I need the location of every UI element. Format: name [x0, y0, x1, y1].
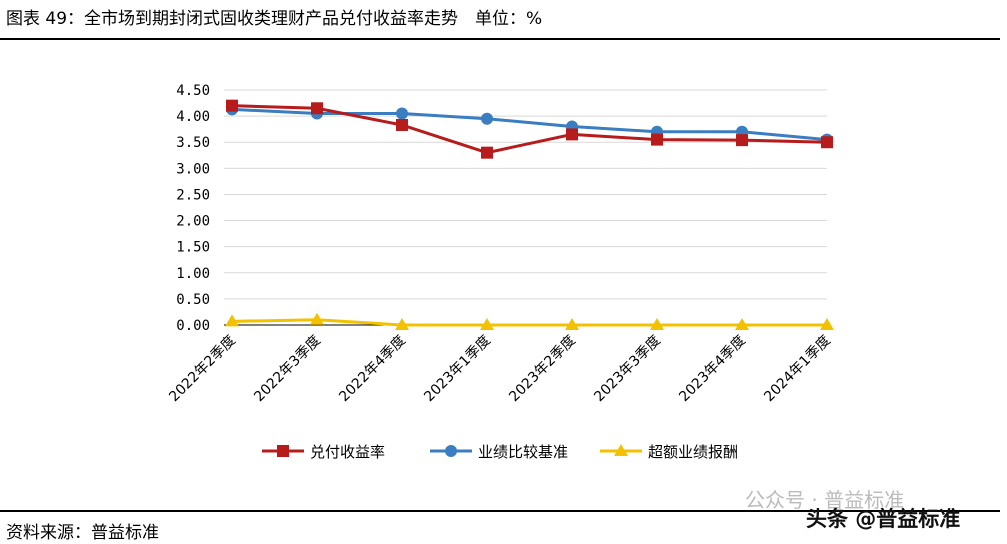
x-tick-label: 2023年4季度 [676, 333, 749, 406]
data-point [396, 107, 408, 120]
legend-label: 兑付收益率 [310, 443, 385, 461]
data-point [565, 318, 579, 330]
source-note: 资料来源：普益标准 [6, 523, 159, 543]
data-point [821, 136, 833, 149]
toutiao-watermark: 头条 @普益标准 [806, 507, 961, 531]
data-point [735, 318, 749, 330]
data-point [651, 133, 663, 146]
x-tick-label: 2024年1季度 [761, 333, 834, 406]
y-tick-label: 0.50 [176, 292, 210, 308]
series-line-0 [231, 104, 828, 155]
y-tick-label: 4.50 [176, 83, 210, 99]
x-tick-label: 2022年3季度 [251, 333, 324, 406]
x-tick-label: 2023年1季度 [421, 333, 494, 406]
y-tick-label: 2.50 [176, 187, 210, 203]
data-point [650, 318, 664, 330]
data-point [820, 318, 834, 330]
data-point [566, 128, 578, 141]
x-tick-label: 2023年3季度 [591, 333, 664, 406]
y-tick-label: 0.00 [176, 318, 210, 334]
chart-title: 图表 49：全市场到期封闭式固收类理财产品兑付收益率走势 单位：% [6, 9, 543, 29]
legend-label: 超额业绩报酬 [648, 443, 738, 461]
series-line-1 [231, 107, 828, 142]
data-point [395, 318, 409, 330]
data-point [226, 99, 238, 112]
data-point [225, 314, 239, 327]
y-tick-label: 3.50 [176, 135, 210, 151]
data-point [481, 112, 493, 125]
y-tick-label: 2.00 [176, 214, 210, 230]
x-tick-label: 2023年2季度 [506, 333, 579, 406]
legend-marker [614, 444, 628, 456]
data-point [311, 102, 323, 115]
legend-marker [277, 445, 289, 457]
x-tick-label: 2022年2季度 [166, 333, 239, 406]
legend-label: 业绩比较基准 [478, 443, 568, 461]
data-point [481, 146, 493, 159]
x-tick-label: 2022年4季度 [336, 333, 409, 406]
series-line-2 [231, 318, 827, 327]
y-tick-label: 3.00 [176, 161, 210, 177]
bottom-divider [0, 510, 1000, 512]
y-tick-label: 4.00 [176, 109, 210, 125]
data-point [396, 118, 408, 131]
y-tick-label: 1.50 [176, 240, 210, 256]
wechat-watermark: 公众号 · 普益标准 [745, 488, 905, 512]
data-point [736, 134, 748, 147]
top-divider [0, 38, 1000, 40]
data-point [480, 318, 494, 330]
data-point [310, 312, 324, 325]
y-tick-label: 1.00 [176, 266, 210, 282]
legend-marker [445, 445, 457, 457]
